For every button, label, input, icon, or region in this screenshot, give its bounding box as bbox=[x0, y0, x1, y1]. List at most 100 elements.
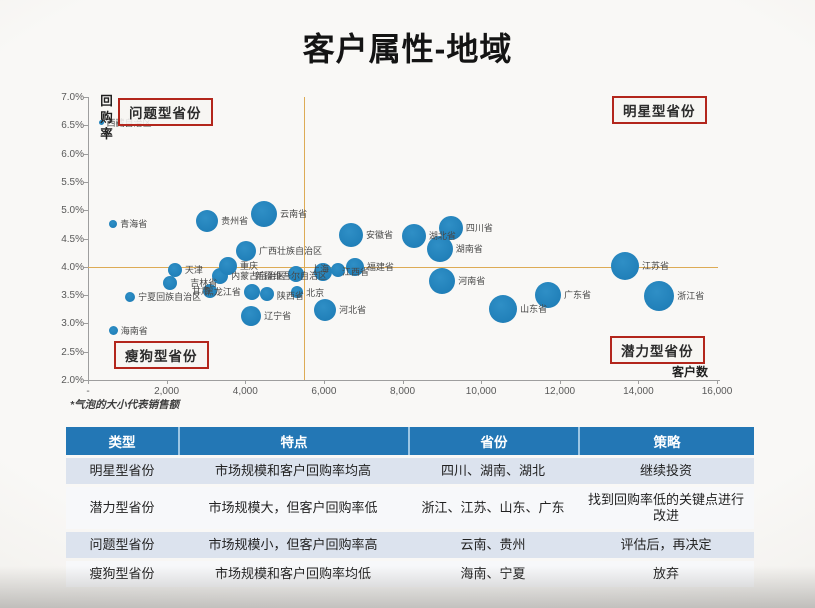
x-tick-label: 6,000 bbox=[311, 386, 337, 397]
y-tick-label: 4.0% bbox=[61, 261, 84, 273]
quadrant-label-star: 明星型省份 bbox=[612, 96, 707, 124]
quadrant-label-problem: 问题型省份 bbox=[118, 98, 213, 126]
chart-bubble bbox=[611, 252, 639, 281]
x-tick-mark bbox=[245, 380, 247, 384]
x-tick-label: 14,000 bbox=[623, 386, 654, 397]
chart-bubble bbox=[314, 262, 333, 281]
chart-bubble bbox=[167, 263, 182, 278]
y-tick-mark bbox=[84, 125, 88, 127]
quadrant-summary-table: 类型 特点 省份 策略 明星型省份 市场规模和客户回购率均高 四川、湖南、湖北 继续投资 潜力… bbox=[66, 424, 754, 590]
chart-bubble bbox=[429, 267, 456, 294]
bubble-label: 广东省 bbox=[564, 290, 592, 301]
chart-bubble bbox=[251, 201, 278, 228]
chart-bubble bbox=[108, 326, 118, 336]
chart-bubble bbox=[202, 284, 217, 299]
cell-strategy: 放弃 bbox=[578, 561, 754, 587]
bubble-label: 北京 bbox=[306, 287, 325, 298]
bubble-label: 贵州省 bbox=[221, 216, 249, 226]
chart-bubble bbox=[535, 282, 561, 309]
cell-trait: 市场规模大，但客户回购率低 bbox=[178, 487, 408, 529]
plot-area: 西藏自治区青海省海南省宁夏回族自治区天津吉林省甘肃黑龙江省内蒙古自治区新疆维吾尔… bbox=[88, 97, 718, 380]
chart-bubble bbox=[241, 306, 262, 326]
quadrant-label-dog: 瘦狗型省份 bbox=[114, 341, 209, 369]
y-tick-mark bbox=[84, 97, 88, 98]
y-tick-mark bbox=[84, 323, 88, 325]
x-tick-mark bbox=[481, 380, 483, 384]
bubble-label: 内蒙古自治区 bbox=[231, 270, 286, 281]
cell-trait: 市场规模小，但客户回购率高 bbox=[178, 532, 408, 558]
bubble-label: 青海省 bbox=[120, 218, 148, 229]
y-axis-title: 回购率 bbox=[98, 94, 112, 144]
bubble-label: 上海 bbox=[311, 263, 330, 274]
chart-footnote: *气泡的大小代表销售额 bbox=[70, 399, 180, 411]
bubble-label: 福建省 bbox=[366, 261, 394, 272]
bubble-label: 陕西省 bbox=[276, 291, 304, 301]
chart-bubble bbox=[98, 120, 104, 125]
chart-bubble bbox=[125, 291, 136, 302]
x-tick-label: 8,000 bbox=[389, 386, 416, 397]
bubble-label: 湖北省 bbox=[428, 231, 456, 242]
bubble-chart: 回购率 西藏自治区青海省海南省宁夏回族自治区天津吉林省甘肃黑龙江省内蒙古自治区新… bbox=[0, 85, 815, 420]
cell-provinces: 浙江、江苏、山东、广东 bbox=[408, 487, 578, 529]
bubble-label: 云南省 bbox=[280, 209, 308, 220]
y-tick-label: 5.0% bbox=[61, 205, 84, 217]
table-row: 问题型省份 市场规模小，但客户回购率高 云南、贵州 评估后，再决定 bbox=[66, 532, 754, 558]
table-row: 明星型省份 市场规模和客户回购率均高 四川、湖南、湖北 继续投资 bbox=[66, 458, 754, 484]
y-tick-label: 3.5% bbox=[61, 290, 84, 302]
cell-type: 瘦狗型省份 bbox=[66, 561, 178, 587]
x-tick-label: - bbox=[86, 386, 90, 397]
cell-provinces: 四川、湖南、湖北 bbox=[408, 458, 578, 484]
y-tick-label: 6.0% bbox=[61, 148, 84, 160]
y-tick-mark bbox=[84, 351, 88, 353]
bubble-label: 宁夏回族自治区 bbox=[138, 291, 202, 302]
cell-provinces: 海南、宁夏 bbox=[408, 561, 578, 587]
table-header-cell: 策略 bbox=[578, 427, 754, 455]
x-tick-label: 2,000 bbox=[154, 386, 180, 397]
chart-bubble bbox=[644, 280, 675, 311]
y-tick-label: 2.5% bbox=[61, 346, 84, 358]
cell-trait: 市场规模和客户回购率均低 bbox=[178, 561, 408, 587]
y-tick-label: 5.5% bbox=[61, 176, 84, 188]
y-tick-mark bbox=[84, 238, 88, 240]
x-tick-mark bbox=[638, 380, 640, 384]
x-tick-mark bbox=[559, 380, 561, 384]
chart-bubble bbox=[426, 236, 453, 263]
bubble-label: 黑龙江省 bbox=[204, 287, 241, 298]
chart-bubble bbox=[339, 223, 363, 248]
y-tick-label: 4.5% bbox=[61, 233, 84, 245]
y-tick-label: 7.0% bbox=[61, 92, 84, 103]
bubble-label: 江西省 bbox=[342, 267, 370, 278]
x-tick-mark bbox=[402, 380, 404, 384]
bubble-label: 山东省 bbox=[520, 304, 548, 315]
table-header-cell: 特点 bbox=[178, 427, 408, 455]
bubble-label: 甘肃 bbox=[191, 286, 210, 297]
chart-bubble bbox=[243, 284, 260, 301]
x-tick-mark bbox=[323, 380, 325, 384]
table-row: 瘦狗型省份 市场规模和客户回购率均低 海南、宁夏 放弃 bbox=[66, 561, 754, 587]
cell-type: 明星型省份 bbox=[66, 458, 178, 484]
x-tick-label: 16,000 bbox=[701, 386, 733, 397]
y-tick-mark bbox=[84, 181, 88, 183]
y-tick-mark bbox=[84, 153, 88, 155]
x-tick-label: 12,000 bbox=[544, 386, 576, 397]
chart-bubble bbox=[401, 224, 426, 249]
bubble-label: 河北省 bbox=[339, 304, 367, 315]
x-axis-title: 客户数 bbox=[671, 365, 708, 379]
x-tick-mark bbox=[717, 380, 718, 384]
x-tick-label: 10,000 bbox=[465, 386, 497, 397]
chart-bubble bbox=[219, 257, 237, 276]
bubble-label: 重庆 bbox=[240, 261, 259, 272]
cell-strategy: 评估后，再决定 bbox=[578, 532, 754, 558]
chart-bubble bbox=[438, 215, 463, 240]
bubble-label: 安徽省 bbox=[366, 230, 394, 241]
chart-bubble bbox=[163, 276, 178, 291]
bubble-label: 四川省 bbox=[465, 222, 493, 233]
x-axis-line bbox=[84, 380, 720, 381]
bubble-label: 广西壮族自治区 bbox=[259, 246, 323, 256]
y-tick-label: 3.0% bbox=[61, 318, 84, 330]
table-row: 潜力型省份 市场规模大，但客户回购率低 浙江、江苏、山东、广东 找到回购率低的关键点进… bbox=[66, 487, 754, 529]
x-tick-mark bbox=[166, 380, 168, 384]
y-tick-mark bbox=[84, 380, 88, 381]
y-tick-mark bbox=[84, 210, 88, 212]
